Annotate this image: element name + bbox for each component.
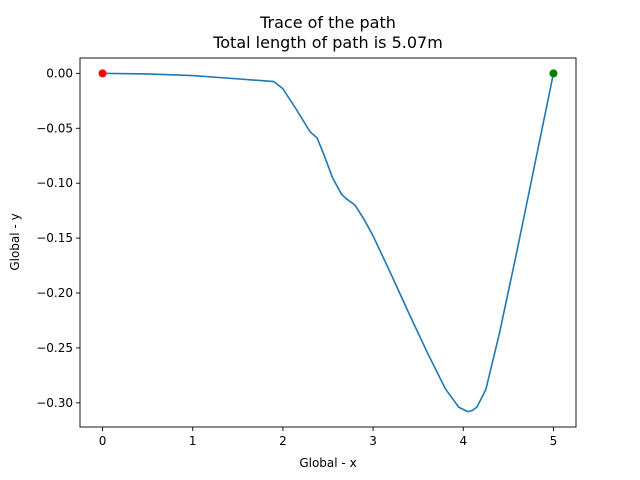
plot-area — [80, 58, 576, 427]
chart-title: Trace of the path — [259, 13, 396, 32]
x-tick-label: 2 — [279, 434, 287, 448]
x-tick-label: 0 — [99, 434, 107, 448]
x-tick-label: 3 — [369, 434, 377, 448]
y-axis-label: Global - y — [8, 213, 22, 270]
data-layer — [98, 69, 558, 413]
y-tick-label: −0.05 — [36, 121, 73, 135]
plot-background — [80, 58, 576, 427]
axes-spines — [79, 57, 577, 428]
start-point-marker — [98, 69, 107, 78]
axes-frame — [79, 57, 577, 428]
y-tick-label: −0.15 — [36, 231, 73, 245]
x-tick-label: 4 — [459, 434, 467, 448]
y-tick-label: −0.20 — [36, 286, 73, 300]
y-tick-label: −0.30 — [36, 396, 73, 410]
y-tick-label: −0.10 — [36, 176, 73, 190]
x-axis-label: Global - x — [299, 456, 356, 470]
x-tick-label: 1 — [189, 434, 197, 448]
end-point-marker — [549, 69, 558, 78]
y-tick-label: −0.25 — [36, 341, 73, 355]
tick-layer: 0 1 2 3 4 5 0.00 −0.05 −0.10 −0.15 −0.20 −0.25 −0.30 — [36, 66, 557, 448]
x-tick-label: 5 — [550, 434, 558, 448]
chart-subtitle: Total length of path is 5.07m — [212, 33, 443, 52]
series-line-0 — [101, 72, 555, 413]
y-tick-label: 0.00 — [46, 66, 73, 80]
